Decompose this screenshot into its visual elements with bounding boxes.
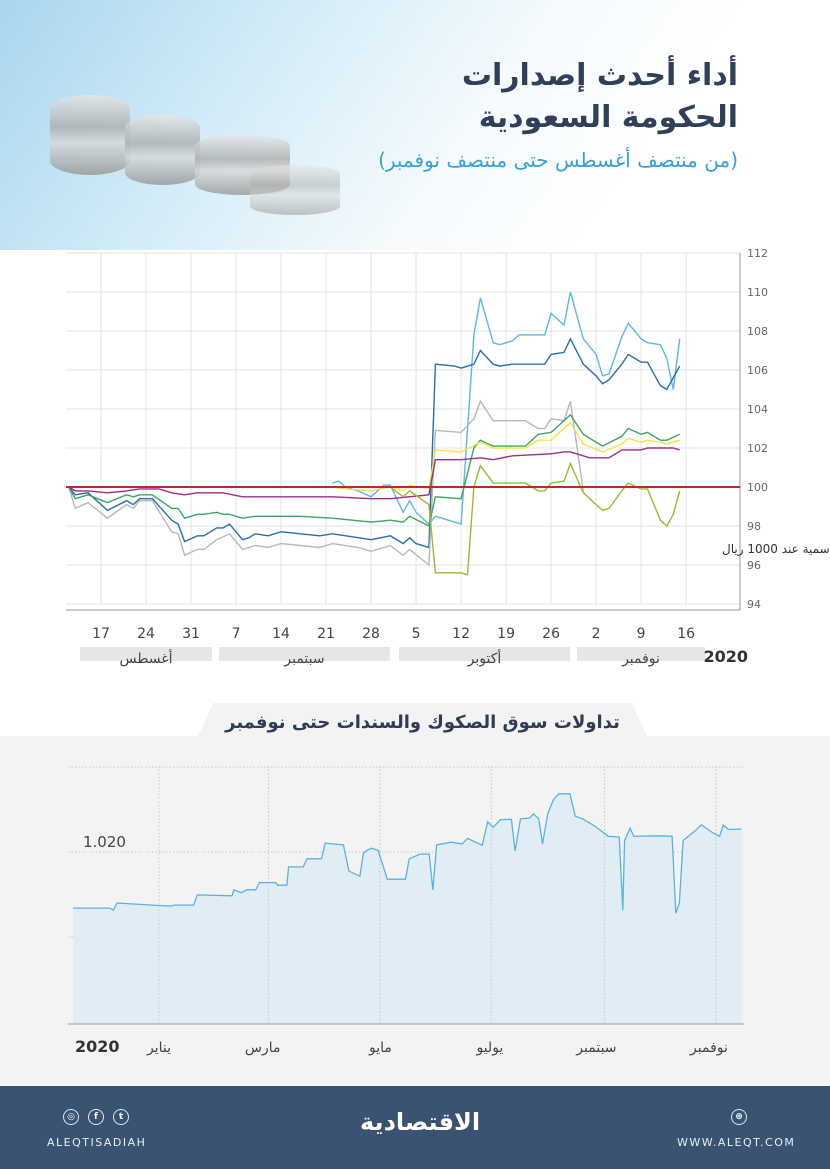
footer: ◎ f t ALEQTISADIAH الاقتصادية ⊛ WWW.ALEQ… xyxy=(0,1086,830,1169)
y-tick-label: 108 xyxy=(747,325,768,338)
x-tick-label: 31 xyxy=(182,626,200,642)
x-tick-label: 16 xyxy=(677,626,695,642)
y-tick-label: 110 xyxy=(747,286,768,299)
y-tick-label: 100 xyxy=(747,481,768,494)
series-line xyxy=(73,793,742,914)
coin-stack-image xyxy=(125,115,200,185)
x-tick-label: 26 xyxy=(542,626,560,642)
page-title-line2: الحكومة السعودية xyxy=(478,100,738,135)
x-tick-label: 9 xyxy=(637,626,646,642)
instagram-icon[interactable]: ◎ xyxy=(63,1109,79,1125)
x-tick-label: 12 xyxy=(452,626,470,642)
series-line-5 xyxy=(332,421,680,492)
x-tick-label: 21 xyxy=(317,626,335,642)
series-line-3 xyxy=(68,399,584,567)
bottom-chart-title: تداولات سوق الصكوك والسندات حتى نوفمبر xyxy=(225,712,620,733)
x-tick-label: 17 xyxy=(92,626,110,642)
x-tick-label: 5 xyxy=(412,626,421,642)
month-band xyxy=(80,647,212,661)
month-band xyxy=(399,647,570,661)
y-tick-label: 104 xyxy=(747,403,768,416)
y-tick-label: 96 xyxy=(747,559,761,572)
y-tick-label: 106 xyxy=(747,364,768,377)
series-line-7 xyxy=(389,461,681,576)
x-tick-label: نوفمبر xyxy=(689,1040,728,1056)
coin-stack-image xyxy=(250,165,340,215)
coin-stack-image xyxy=(50,95,130,175)
x-tick-label: يوليو xyxy=(475,1040,503,1056)
series-line-2 xyxy=(68,337,681,549)
website-link[interactable]: WWW.ALEQT.COM xyxy=(677,1136,796,1149)
month-label: أكتوبر xyxy=(467,649,502,667)
x-tick-label: 19 xyxy=(497,626,515,642)
top-line-chart: 94 96 98 100 102 104 106 108 110 112 17 24 31 7 14 21 28… xyxy=(66,247,830,667)
logo: الاقتصادية xyxy=(360,1108,481,1136)
x-tick-label: 24 xyxy=(137,626,155,642)
x-tick-label: 14 xyxy=(272,626,290,642)
month-label: أغسطس xyxy=(119,649,172,667)
y-tick-label: 94 xyxy=(747,598,761,611)
header-banner: أداء أحدث إصدارات الحكومة السعودية (من م… xyxy=(0,0,830,250)
bottom-area-chart: 1.0001.020ينايرمارسمايويوليوسبتمبرنوفمبر… xyxy=(68,766,744,1056)
x-tick-label: مايو xyxy=(368,1040,392,1056)
dribbble-icon[interactable]: ⊛ xyxy=(731,1109,747,1125)
month-label: نوفمبر xyxy=(621,651,660,667)
page-subtitle: (من منتصف أغسطس حتى منتصف نوفمبر) xyxy=(378,148,738,172)
social-handle[interactable]: ALEQTISADIAH xyxy=(47,1136,147,1149)
area-fill xyxy=(73,793,742,1024)
series-line-6 xyxy=(68,447,680,500)
reference-line-label: القيمة الاسمية عند 1000 ريال xyxy=(722,542,830,557)
y-tick-label: 102 xyxy=(747,442,768,455)
x-tick-label: 2 xyxy=(592,626,601,642)
x-tick-label: 7 xyxy=(232,626,241,642)
month-band xyxy=(219,647,390,661)
y-tick-label: 1.020 xyxy=(83,833,126,851)
x-tick-label: 28 xyxy=(362,626,380,642)
month-label: سبتمبر xyxy=(283,651,324,667)
series-line-1 xyxy=(332,291,681,526)
x-tick-label: مارس xyxy=(245,1040,281,1056)
bottom-chart-title-tab xyxy=(195,703,650,743)
x-tick-label: سبتمبر xyxy=(575,1040,616,1056)
facebook-icon[interactable]: f xyxy=(88,1109,104,1125)
page-title-line1: أداء أحدث إصدارات xyxy=(461,58,738,93)
y-tick-label: 112 xyxy=(747,247,768,260)
twitter-icon[interactable]: t xyxy=(113,1109,129,1125)
x-tick-label: يناير xyxy=(146,1040,171,1056)
series-line-4 xyxy=(68,413,680,528)
year-label: 2020 xyxy=(75,1037,120,1056)
month-band xyxy=(577,647,705,661)
year-label: 2020 xyxy=(703,647,748,666)
y-tick-label: 98 xyxy=(747,520,761,533)
